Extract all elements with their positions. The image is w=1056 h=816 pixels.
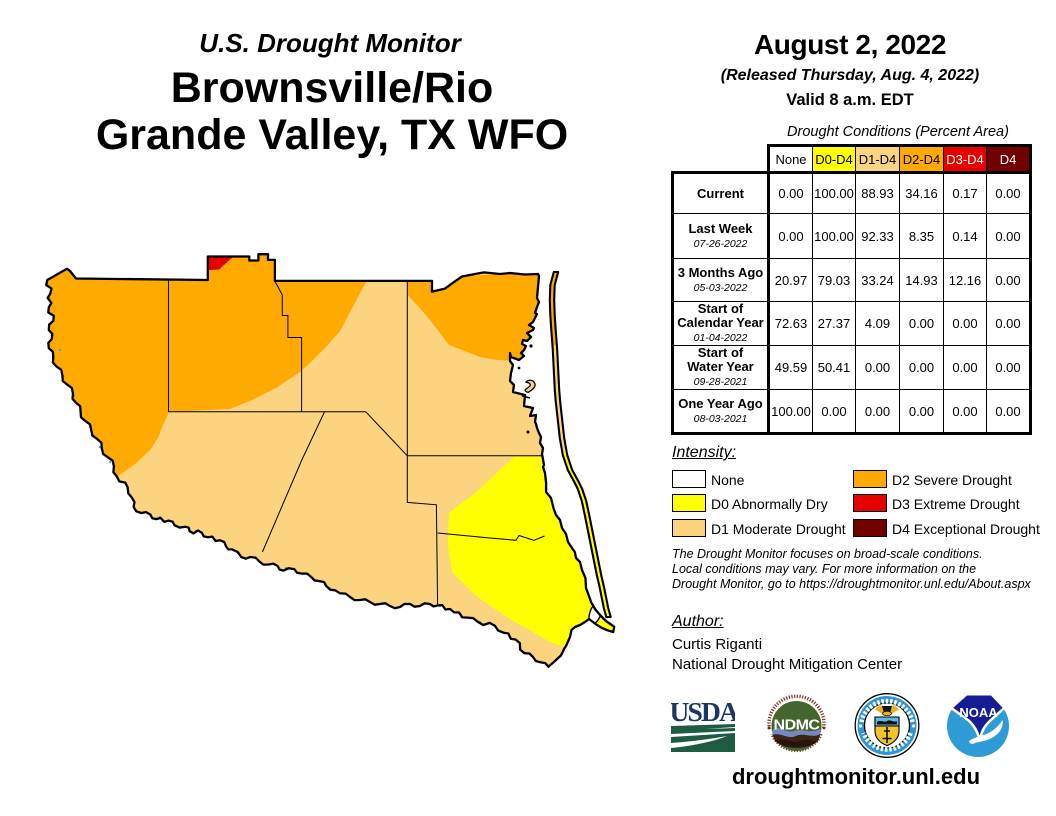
svg-text:USDA: USDA [671, 700, 735, 727]
svg-text:NDMC: NDMC [774, 717, 820, 734]
svg-text:NOAA: NOAA [959, 705, 998, 720]
